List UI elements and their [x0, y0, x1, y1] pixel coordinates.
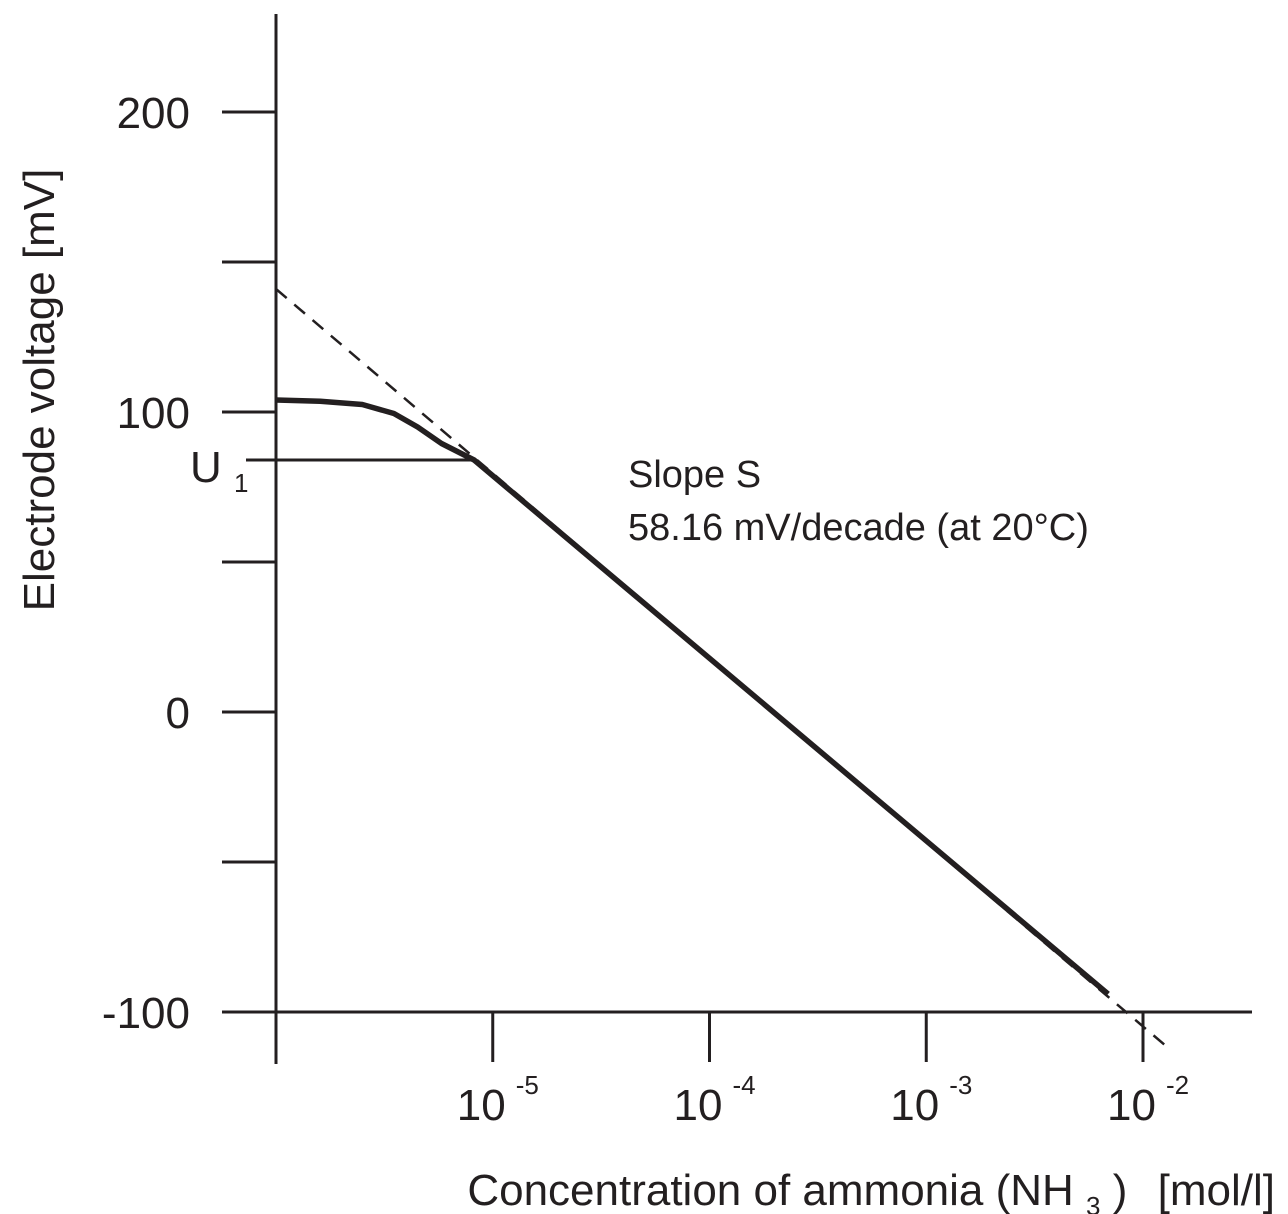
y-tick-label: -100	[102, 989, 190, 1038]
y-tick-label: 100	[117, 389, 190, 438]
x-tick-label-base: 10	[1107, 1081, 1156, 1130]
slope-annotation-value: 58.16 mV/decade (at 20°C)	[628, 507, 1089, 549]
series-group	[275, 288, 1166, 1046]
u1-label: U 1	[190, 443, 248, 498]
x-axis-title-sub: 3	[1086, 1191, 1100, 1214]
x-axis-title: Concentration of ammonia (NH 3 ) [mol/l]	[467, 1166, 1275, 1214]
x-tick-label-base: 10	[674, 1081, 723, 1130]
ideal-slope-dashed-line	[275, 288, 1166, 1046]
y-tick-label: 0	[166, 689, 190, 738]
y-ticks: -100 0 100 200	[102, 89, 276, 1038]
y-tick-label: 200	[117, 89, 190, 138]
y-axis-title: Electrode voltage [mV]	[15, 169, 64, 612]
x-axis-title-unit: [mol/l]	[1158, 1166, 1275, 1214]
x-tick-label-exponent: -5	[516, 1070, 539, 1100]
x-tick-label-exponent: -2	[1166, 1070, 1189, 1100]
measured-response-curve	[275, 397, 1110, 997]
slope-annotation: Slope S 58.16 mV/decade (at 20°C)	[628, 454, 1089, 549]
axes	[222, 14, 1252, 1064]
x-tick-label-exponent: -4	[732, 1070, 755, 1100]
u1-marker: U 1	[190, 443, 475, 498]
u1-label-sub: 1	[234, 468, 248, 498]
slope-annotation-title: Slope S	[628, 454, 761, 496]
x-axis-title-main: Concentration of ammonia (NH	[467, 1166, 1073, 1214]
x-tick-label: 10 -3	[890, 1070, 972, 1130]
x-tick-label-base: 10	[890, 1081, 939, 1130]
x-axis-title-close: )	[1113, 1166, 1128, 1214]
x-tick-label: 10 -2	[1107, 1070, 1189, 1130]
x-ticks: 10 -5 10 -4 10 -3 10 -2	[457, 1012, 1189, 1130]
u1-label-main: U	[190, 443, 222, 492]
x-tick-label: 10 -5	[457, 1070, 539, 1130]
x-tick-label: 10 -4	[674, 1070, 756, 1130]
x-tick-label-exponent: -3	[949, 1070, 972, 1100]
x-tick-label-base: 10	[457, 1081, 506, 1130]
